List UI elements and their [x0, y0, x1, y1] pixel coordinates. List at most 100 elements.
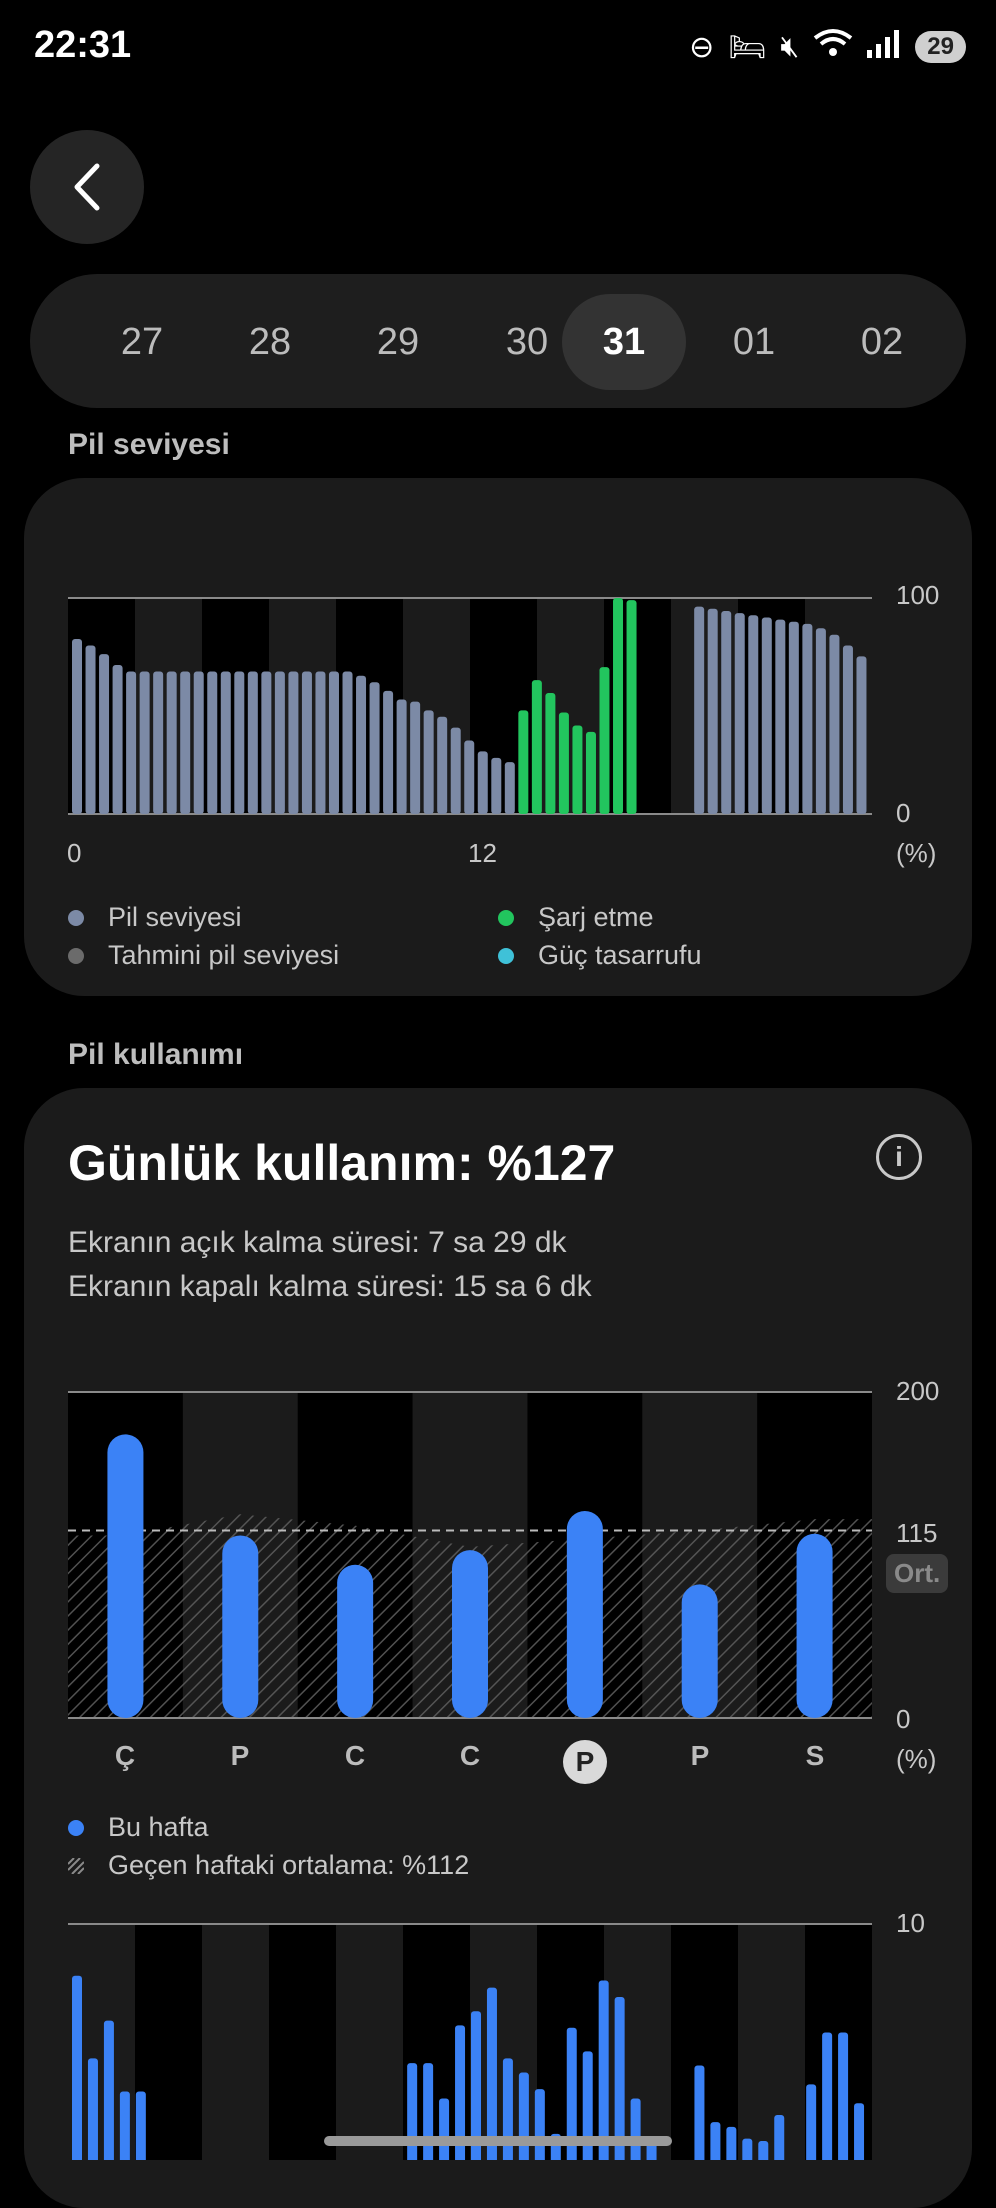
this-week-bar: [566, 1510, 603, 1718]
battery-level-bar: [694, 606, 705, 814]
hourly-usage-bar: [758, 2141, 769, 2160]
usage-axis-avg: 115: [896, 1518, 938, 1548]
usage-axis-min: 0: [896, 1704, 911, 1734]
legend-label: Bu hafta: [108, 1812, 209, 1842]
battery-level-bar: [72, 639, 82, 814]
date-item-selected[interactable]: 31: [562, 294, 686, 390]
hourly-usage-bar: [502, 2058, 513, 2160]
legend-last-week: Geçen haftaki ortalama: %112: [68, 1850, 469, 1881]
battery-level-bar: [802, 623, 813, 814]
charging-bar: [545, 693, 556, 814]
daily-usage-headline: Günlük kullanım: %127: [68, 1135, 616, 1191]
battery-level-bar: [450, 727, 461, 814]
battery-level-bar: [301, 671, 312, 814]
hourly-usage-bar: [119, 2091, 130, 2160]
this-week-bar: [222, 1535, 259, 1718]
legend-dot: [498, 947, 514, 964]
charging-bar: [626, 600, 637, 814]
battery-level-bar: [707, 608, 718, 814]
battery-level-bar: [342, 671, 353, 814]
hatch-icon: [68, 1857, 84, 1874]
chart-bg-band: [269, 1924, 336, 2160]
battery-level-bar: [112, 664, 123, 814]
hourly-usage-bar: [582, 2051, 593, 2160]
battery-level-bar: [464, 740, 475, 814]
date-item[interactable]: 28: [248, 320, 292, 363]
legend-label: Şarj etme: [538, 902, 654, 932]
hourly-usage-bar: [694, 2065, 705, 2160]
date-item[interactable]: 30: [505, 320, 549, 363]
battery-level-bar: [721, 610, 732, 814]
legend-dot: [68, 947, 84, 964]
day-label[interactable]: S: [805, 1740, 825, 1771]
chart-bg-band: [135, 1924, 202, 2160]
usage-axis-max: 200: [896, 1376, 940, 1406]
battery-level-bar: [99, 654, 110, 814]
battery-level-bar: [274, 671, 285, 814]
legend-estimated-level: Tahmini pil seviyesi: [68, 940, 339, 971]
battery-level-bar: [423, 710, 434, 814]
back-button[interactable]: [30, 130, 144, 244]
battery-level-bar: [166, 671, 177, 814]
battery-level-bar: [139, 671, 150, 814]
level-axis-x-start: 0: [67, 838, 82, 868]
hourly-usage-bar: [455, 2025, 466, 2160]
battery-indicator: 29: [915, 31, 966, 63]
legend-dot: [498, 909, 514, 926]
sleep-icon: 🛏︎: [728, 30, 767, 64]
day-label[interactable]: C: [344, 1740, 366, 1771]
hourly-axis-max: 10: [896, 1908, 925, 1938]
battery-level-bar: [207, 671, 218, 814]
battery-level-bar: [85, 645, 96, 814]
hourly-usage-bar: [439, 2098, 450, 2160]
battery-level-bar: [829, 634, 840, 814]
date-item[interactable]: 27: [120, 320, 164, 363]
level-axis-min: 0: [896, 798, 911, 828]
legend-label: Pil seviyesi: [108, 902, 242, 932]
battery-level-bar: [315, 671, 326, 814]
hourly-usage-bar: [630, 2098, 641, 2160]
wifi-icon: [813, 28, 853, 66]
screen-on-time: Ekranın açık kalma süresi: 7 sa 29 dk: [68, 1226, 567, 1259]
hourly-usage-chart: [68, 1923, 872, 2160]
this-week-bar: [337, 1564, 374, 1718]
chart-bg-band: [671, 1924, 738, 2160]
date-selector: 27 28 29 30 31 01 02: [30, 274, 966, 408]
date-item[interactable]: 01: [732, 320, 776, 363]
battery-level-bar: [153, 671, 164, 814]
chevron-left-icon: [74, 163, 100, 211]
legend-power-saving: Güç tasarrufu: [498, 940, 702, 971]
day-label[interactable]: C: [459, 1740, 481, 1771]
battery-level-title: Pil seviyesi: [68, 428, 230, 461]
charging-bar: [613, 598, 624, 814]
day-label-selected[interactable]: P: [563, 1740, 607, 1784]
mute-icon: 🔇︎: [780, 30, 800, 63]
day-label[interactable]: P: [230, 1740, 250, 1771]
charging-bar: [531, 680, 542, 814]
hourly-usage-bar: [135, 2091, 146, 2160]
battery-level-bar: [126, 671, 137, 814]
status-icons: ⊖ 🛏︎ 🔇︎ 29: [689, 28, 966, 66]
battery-level-bar: [734, 613, 745, 814]
weekly-usage-chart: [68, 1391, 872, 1719]
info-icon[interactable]: i: [876, 1134, 922, 1180]
home-indicator[interactable]: [324, 2136, 672, 2146]
hourly-usage-bar: [407, 2063, 418, 2160]
screen-off-time: Ekranın kapalı kalma süresi: 15 sa 6 dk: [68, 1270, 592, 1303]
day-label[interactable]: Ç: [114, 1740, 136, 1771]
legend-label: Tahmini pil seviyesi: [108, 940, 340, 970]
hourly-usage-bar: [518, 2072, 529, 2160]
hourly-usage-bar: [726, 2126, 737, 2160]
legend-label: Geçen haftaki ortalama: %112: [108, 1850, 470, 1880]
status-time: 22:31: [34, 24, 132, 66]
day-label[interactable]: P: [690, 1740, 710, 1771]
battery-level-bar: [234, 671, 245, 814]
date-item[interactable]: 02: [860, 320, 904, 363]
legend-dot: [68, 909, 84, 926]
battery-level-bar: [748, 615, 759, 814]
date-item[interactable]: 29: [376, 320, 420, 363]
battery-level-chart: [68, 597, 872, 815]
hourly-usage-bar: [646, 2143, 657, 2160]
hourly-usage-bar: [838, 2032, 849, 2160]
hourly-usage-bar: [566, 2027, 577, 2160]
